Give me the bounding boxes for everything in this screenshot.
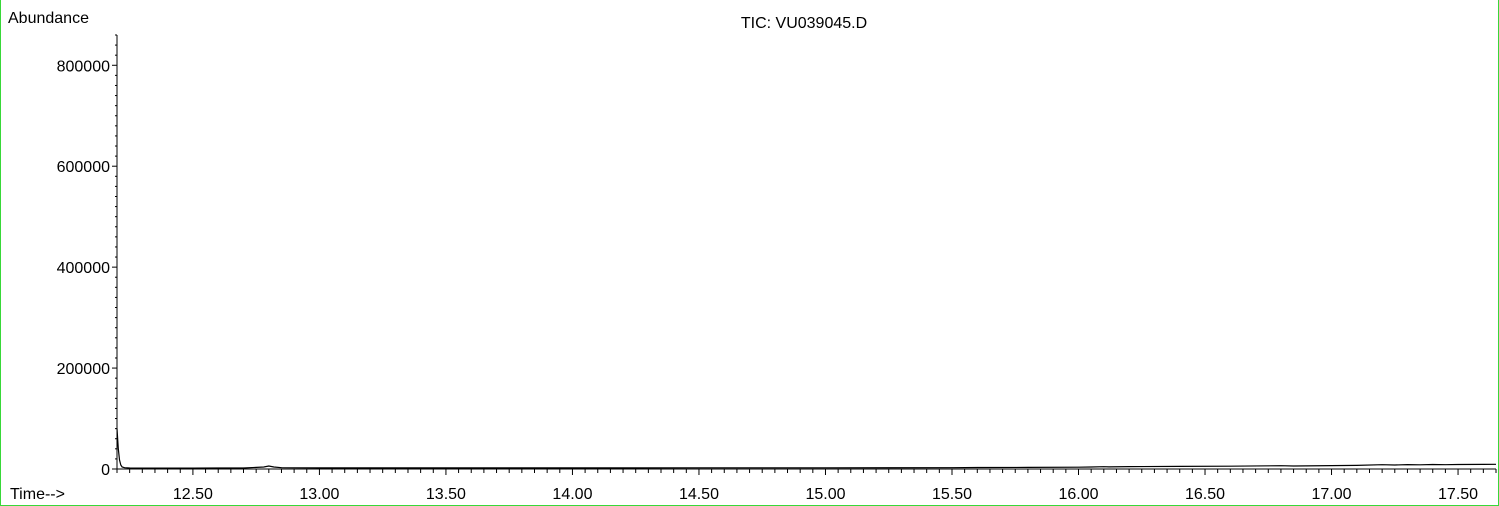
x-tick-label: 13.00: [299, 486, 339, 503]
chart-title: TIC: VU039045.D: [741, 15, 867, 32]
y-tick-label: 600000: [57, 159, 110, 176]
x-tick-label: 16.50: [1185, 486, 1225, 503]
x-tick-label: 17.50: [1438, 486, 1478, 503]
x-tick-label: 16.00: [1058, 486, 1098, 503]
y-tick-label: 0: [101, 462, 110, 479]
y-tick-label: 400000: [57, 260, 110, 277]
y-ticks: 0 200000 400000 600000 800000: [57, 34, 117, 479]
previous-axis-strip: [1, 0, 1498, 4]
x-tick-label: 14.00: [552, 486, 592, 503]
y-tick-label: 200000: [57, 361, 110, 378]
tic-series-line: [116, 428, 1497, 469]
x-tick-label: 15.50: [932, 486, 972, 503]
x-tick-label: 15.00: [805, 486, 845, 503]
series-layer: [116, 428, 1497, 469]
axes: [116, 35, 1496, 470]
x-axis-label: Time-->: [10, 486, 65, 503]
y-axis-label: Abundance: [8, 10, 89, 27]
x-tick-label: 17.00: [1312, 486, 1352, 503]
y-tick-label: 800000: [57, 58, 110, 75]
x-tick-label: 13.50: [426, 486, 466, 503]
x-ticks: 12.50 13.00 13.50 14.00 14.50 15.00 15.50 16.00…: [116, 469, 1497, 503]
x-tick-label: 12.50: [173, 486, 213, 503]
x-tick-label: 14.50: [679, 486, 719, 503]
